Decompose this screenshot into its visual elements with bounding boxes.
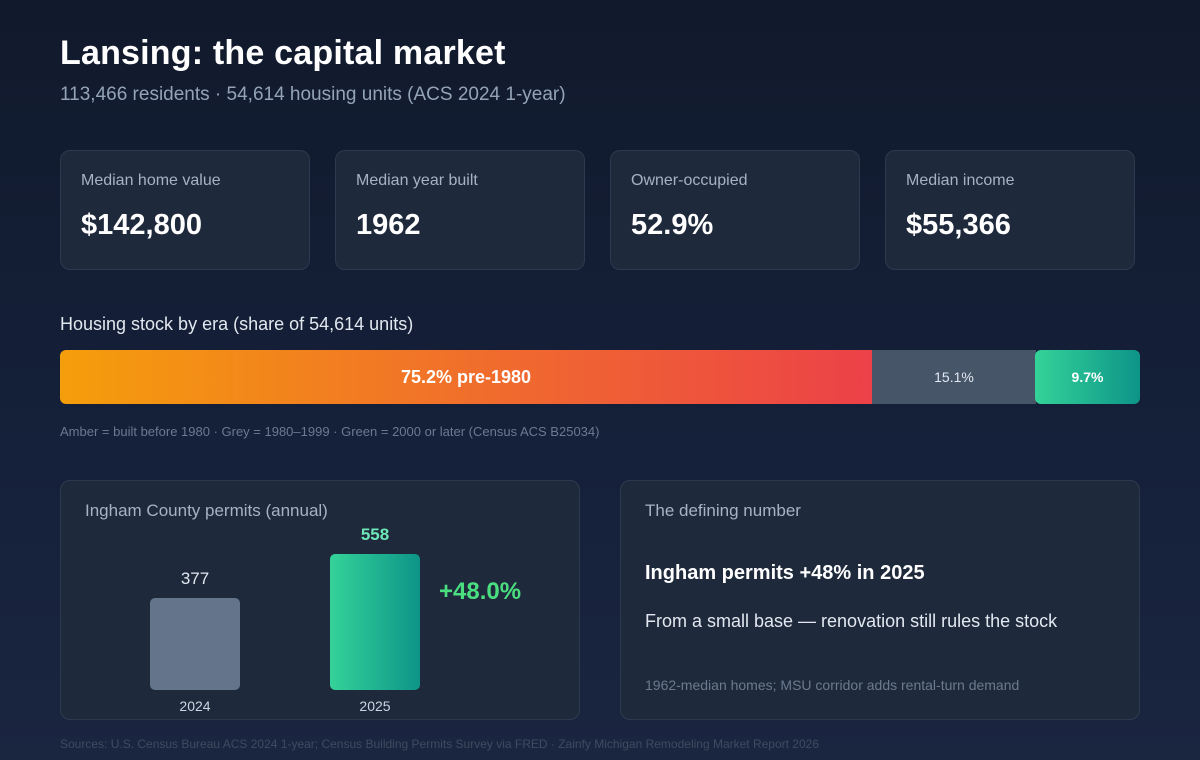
permits-bar-value: 558 <box>360 525 390 544</box>
permits-bar-2024 <box>150 598 240 690</box>
segment-2000-later: 9.7% <box>1035 350 1140 404</box>
kpi-value: $55,366 <box>906 209 1011 241</box>
kpi-label: Median home value <box>81 172 221 189</box>
kpi-card-owner-occupied: Owner-occupied 52.9% <box>610 150 860 270</box>
permits-bar-value: 377 <box>180 569 210 588</box>
permits-bar-year: 2025 <box>359 698 391 714</box>
permits-panel: Ingham County permits (annual) 377 2024 55… <box>60 480 580 720</box>
permits-bar-2025 <box>330 554 420 690</box>
kpi-value: 1962 <box>356 209 421 241</box>
housing-stock-bar: 75.2% pre-1980 15.1% 9.7% <box>60 350 1140 404</box>
kpi-label: Owner-occupied <box>631 172 748 189</box>
defining-number-panel: The defining number Ingham permits +48% … <box>620 480 1140 720</box>
kpi-card-home-value: Median home value $142,800 <box>60 150 310 270</box>
permits-panel-title: Ingham County permits (annual) <box>85 501 328 520</box>
page-title: Lansing: the capital market <box>60 34 506 72</box>
defining-footnote: 1962-median homes; MSU corridor adds ren… <box>645 677 1020 693</box>
kpi-card-median-income: Median income $55,366 <box>885 150 1135 270</box>
kpi-value: 52.9% <box>631 209 714 241</box>
kpi-label: Median year built <box>356 172 478 189</box>
kpi-value: $142,800 <box>81 209 202 241</box>
housing-stock-legend-note: Amber = built before 1980 · Grey = 1980–… <box>60 424 600 439</box>
sources-note: Sources: U.S. Census Bureau ACS 2024 1-y… <box>60 737 820 751</box>
defining-body: From a small base — renovation still rul… <box>645 611 1058 631</box>
kpi-label: Median income <box>906 172 1015 189</box>
defining-headline: Ingham permits +48% in 2025 <box>645 562 925 584</box>
kpi-card-year-built: Median year built 1962 <box>335 150 585 270</box>
segment-pre-1980: 75.2% pre-1980 <box>60 350 872 404</box>
segment-1980-1999: 15.1% <box>872 350 1036 404</box>
page-subtitle: 113,466 residents · 54,614 housing units… <box>60 84 566 105</box>
housing-stock-label: Housing stock by era (share of 54,614 un… <box>60 314 414 334</box>
permits-bar-year: 2024 <box>179 698 211 714</box>
defining-panel-title: The defining number <box>645 501 801 520</box>
permits-growth: +48.0% <box>439 578 522 605</box>
